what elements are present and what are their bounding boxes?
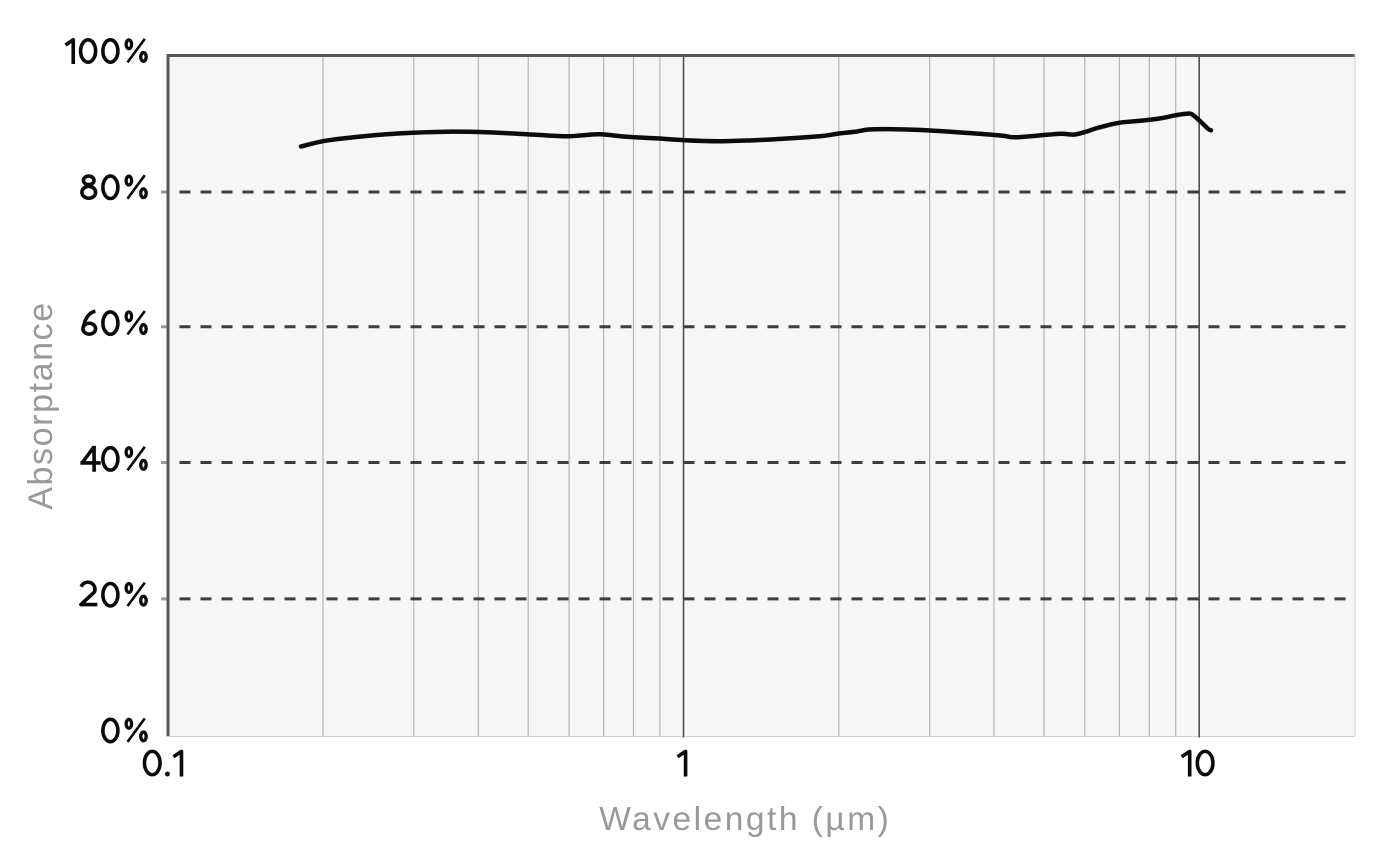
svg-text:Absorptance: Absorptance [22,301,60,510]
svg-text:Wavelength (µm): Wavelength (µm) [599,801,891,838]
